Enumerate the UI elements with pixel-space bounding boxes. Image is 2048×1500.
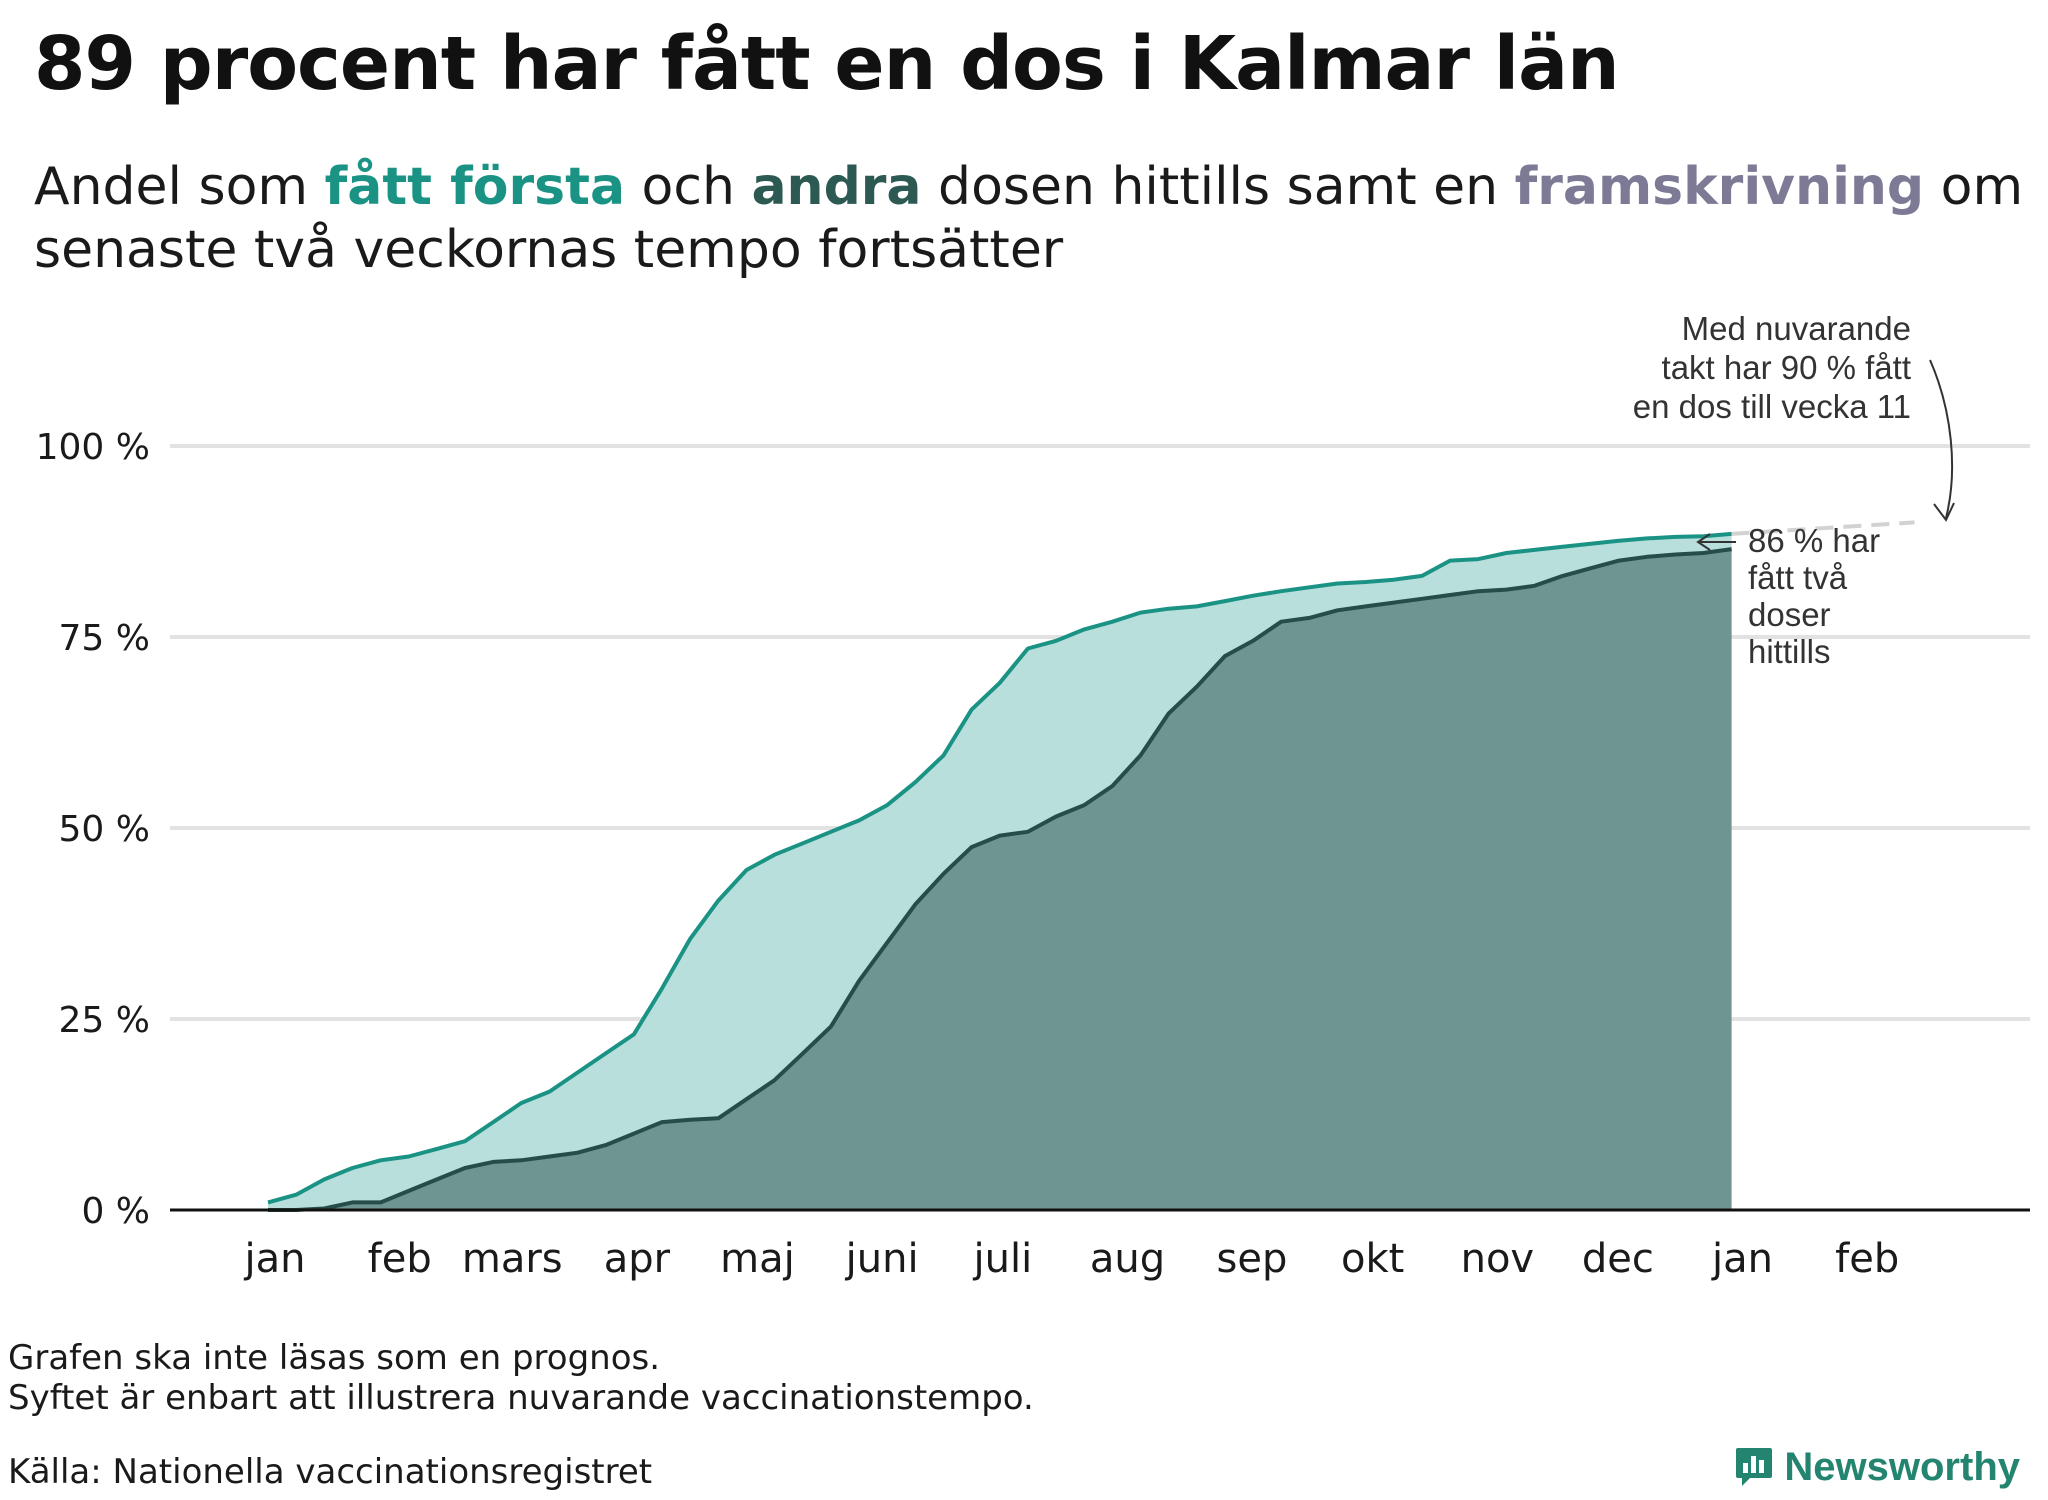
source-note: Källa: Nationella vaccinationsregistret xyxy=(8,1452,653,1492)
annotation-projection-text: en dos till vecka 11 xyxy=(1633,388,1911,425)
chart-areas xyxy=(268,533,1732,1210)
annotation-arrow-curve xyxy=(1929,359,1954,519)
subtitle-second-dose: andra xyxy=(751,157,922,217)
x-tick-label: aug xyxy=(1090,1236,1165,1282)
y-tick-label: 25 % xyxy=(59,1000,150,1041)
chart-lines xyxy=(267,520,1915,1212)
y-tick-label: 100 % xyxy=(36,427,150,468)
second-dose-area xyxy=(268,549,1732,1210)
projection-line xyxy=(1731,520,1915,536)
x-tick-label: nov xyxy=(1461,1236,1535,1282)
brand-name: Newsworthy xyxy=(1784,1445,2020,1489)
y-axis-ticks: 0 % 25 % 50 % 75 % 100 % xyxy=(36,427,150,1232)
y-tick-label: 50 % xyxy=(59,809,150,850)
brand-logo: Newsworthy xyxy=(1734,1445,2020,1490)
first-dose-line xyxy=(267,531,1732,1205)
annotation-projection-text: Med nuvarande xyxy=(1682,310,1911,347)
x-tick-label: dec xyxy=(1582,1236,1654,1282)
x-tick-label: feb xyxy=(1835,1236,1899,1282)
subtitle-text-2: och xyxy=(625,157,752,217)
x-tick-label: feb xyxy=(368,1236,432,1282)
x-axis-ticks: jan feb mars apr maj juni juli aug sep okt nov dec j… xyxy=(244,1236,1900,1282)
footnote-line-1: Grafen ska inte läsas som en prognos. xyxy=(8,1338,661,1378)
x-tick-label: apr xyxy=(604,1236,671,1282)
y-tick-label: 0 % xyxy=(81,1191,150,1232)
subtitle-first-dose: fått första xyxy=(324,157,626,217)
chart-title: 89 procent har fått en dos i Kalmar län xyxy=(34,21,1620,107)
annotation-second-dose-text: hittills xyxy=(1748,633,1831,670)
second-dose-line xyxy=(268,547,1732,1212)
x-tick-label: jan xyxy=(244,1236,306,1282)
subtitle-text-1: Andel som xyxy=(34,157,325,217)
footnote-line-2: Syftet är enbart att illustrera nuvarand… xyxy=(8,1378,1034,1418)
x-tick-label: okt xyxy=(1341,1236,1404,1282)
annotation-arrow-head xyxy=(1933,502,1955,522)
x-tick-label: maj xyxy=(720,1236,795,1282)
subtitle-projection: framskrivning xyxy=(1514,157,1925,217)
x-tick-label: juni xyxy=(845,1236,919,1282)
annotation-projection-text: takt har 90 % fått xyxy=(1662,349,1911,386)
annotation-second-dose-text: 86 % har xyxy=(1748,522,1880,559)
y-tick-label: 75 % xyxy=(59,618,150,659)
x-tick-label: juli xyxy=(972,1236,1032,1282)
annotation-pointer-head xyxy=(1696,533,1711,551)
x-tick-label: sep xyxy=(1217,1236,1288,1282)
vaccination-chart: 0 %25 %50 %75 %100 % jan feb mars apr maj jun… xyxy=(36,310,2030,1282)
subtitle-text-4: om senaste två veckornas tempo fortsätte… xyxy=(34,157,2024,280)
chart-bubble-icon xyxy=(1736,1447,1773,1486)
annotation-second-dose-text: doser xyxy=(1748,596,1831,633)
annotation-second-dose-text: fått två xyxy=(1748,559,1848,596)
x-tick-label: jan xyxy=(1711,1236,1773,1282)
subtitle-text-3: dosen hittills samt en xyxy=(921,157,1515,217)
x-tick-label: mars xyxy=(462,1236,563,1282)
chart-subtitle: Andel som fått första och andra dosen hi… xyxy=(34,156,2024,282)
